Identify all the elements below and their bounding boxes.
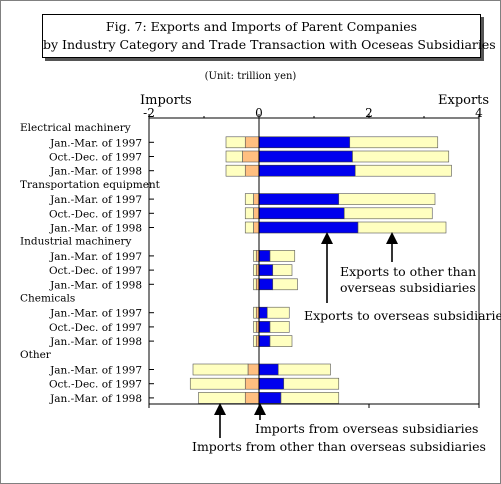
bar-imports-other bbox=[253, 250, 257, 262]
unit-label: (Unit: trillion yen) bbox=[204, 71, 297, 82]
row-label: Jan.-Mar. of 1997 bbox=[49, 251, 142, 263]
annotation-imports-subsidiaries: Imports from overseas subsidiaries bbox=[255, 421, 479, 436]
x-tick-label: 4 bbox=[475, 106, 483, 120]
group-label: Other bbox=[20, 349, 52, 361]
bar-imports-other bbox=[253, 321, 257, 333]
bar-imports-subsidiaries bbox=[242, 150, 260, 163]
bar-imports-subsidiaries bbox=[244, 164, 260, 177]
bar-imports-other bbox=[225, 136, 246, 149]
bar-imports-other bbox=[189, 377, 246, 390]
bar-exports-other bbox=[354, 164, 452, 177]
exports-side-label: Exports bbox=[438, 93, 490, 108]
title-line-1: Fig. 7: Exports and Imports of Parent Co… bbox=[105, 19, 418, 34]
bar-exports-subsidiaries bbox=[258, 207, 345, 220]
bar-exports-other bbox=[352, 150, 450, 163]
bar-imports-subsidiaries bbox=[244, 136, 260, 149]
bar-imports-subsidiaries bbox=[244, 377, 260, 390]
bar-exports-other bbox=[280, 392, 340, 404]
row-label: Oct.-Dec. of 1997 bbox=[49, 265, 142, 277]
arrow-imports-other-head bbox=[214, 403, 226, 415]
bar-imports-other bbox=[253, 278, 257, 291]
bar-exports-subsidiaries bbox=[258, 193, 340, 205]
bar-exports-subsidiaries bbox=[258, 221, 359, 234]
x-tick-label: 0 bbox=[255, 106, 263, 120]
row-label: Jan.-Mar. of 1998 bbox=[49, 393, 142, 405]
row-label: Jan.-Mar. of 1998 bbox=[49, 279, 142, 291]
bar-exports-other bbox=[272, 278, 298, 291]
bar-exports-subsidiaries bbox=[258, 278, 274, 291]
annotation-exports-subsidiaries: Exports to overseas subsidiaries bbox=[304, 308, 501, 323]
bar-exports-other bbox=[357, 221, 447, 234]
bar-imports-other bbox=[253, 306, 257, 319]
bar-imports-other bbox=[253, 335, 257, 347]
group-label: Electrical machinery bbox=[20, 122, 131, 134]
row-label: Jan.-Mar. of 1998 bbox=[49, 166, 142, 178]
group-label: Transportation equipment bbox=[20, 179, 161, 191]
bar-imports-subsidiaries bbox=[253, 193, 260, 205]
annotation-exports-other-line-2: overseas subsidiaries bbox=[340, 280, 476, 295]
bar-exports-subsidiaries bbox=[258, 377, 285, 390]
group-label: Chemicals bbox=[20, 292, 75, 304]
row-label: Jan.-Mar. of 1998 bbox=[49, 223, 142, 235]
title-box: Fig. 7: Exports and Imports of Parent Co… bbox=[42, 14, 496, 58]
bar-exports-subsidiaries bbox=[258, 335, 271, 347]
row-label: Jan.-Mar. of 1997 bbox=[49, 194, 142, 206]
bar-imports-other bbox=[244, 221, 254, 234]
bar-exports-subsidiaries bbox=[258, 392, 282, 404]
bar-exports-other bbox=[269, 250, 296, 262]
bar-imports-other bbox=[192, 363, 249, 376]
imports-side-label: Imports bbox=[140, 93, 192, 108]
bar-exports-other bbox=[338, 193, 436, 205]
bar-exports-subsidiaries bbox=[258, 264, 274, 276]
bar-exports-other bbox=[277, 363, 331, 376]
bar-exports-other bbox=[349, 136, 439, 149]
bar-exports-subsidiaries bbox=[258, 321, 271, 333]
bar-imports-subsidiaries bbox=[247, 363, 260, 376]
arrow-exports-subsidiaries-head bbox=[321, 232, 333, 244]
bar-imports-other bbox=[198, 392, 246, 404]
arrow-exports-other-head bbox=[386, 232, 398, 244]
bar-imports-other bbox=[244, 193, 254, 205]
arrow-imports-subsidiaries-head bbox=[254, 403, 266, 415]
bar-imports-other bbox=[225, 150, 243, 163]
row-label: Jan.-Mar. of 1997 bbox=[49, 308, 142, 320]
bar-exports-subsidiaries bbox=[258, 363, 279, 376]
bar-exports-subsidiaries bbox=[258, 136, 351, 149]
row-label: Oct.-Dec. of 1997 bbox=[49, 322, 142, 334]
row-label: Jan.-Mar. of 1997 bbox=[49, 365, 142, 377]
bar-exports-other bbox=[272, 264, 293, 276]
bar-exports-other bbox=[343, 207, 433, 220]
annotation-imports-other: Imports from other than overseas subsidi… bbox=[192, 439, 486, 454]
x-tick-label: -2 bbox=[143, 106, 155, 120]
x-tick-label: 2 bbox=[365, 106, 373, 120]
group-label: Industrial machinery bbox=[20, 236, 132, 248]
bar-imports-other bbox=[253, 264, 257, 276]
bar-exports-subsidiaries bbox=[258, 250, 271, 262]
annotation-exports-other-line-1: Exports to other than bbox=[340, 264, 477, 279]
bar-exports-other bbox=[266, 306, 290, 319]
bar-exports-other bbox=[269, 335, 293, 347]
title-line-2: by Industry Category and Trade Transacti… bbox=[43, 37, 496, 52]
bar-imports-other bbox=[225, 164, 246, 177]
row-label: Jan.-Mar. of 1998 bbox=[49, 336, 142, 348]
bar-exports-subsidiaries bbox=[258, 306, 268, 319]
row-label: Jan.-Mar. of 1997 bbox=[49, 137, 142, 149]
row-label: Oct.-Dec. of 1997 bbox=[49, 152, 142, 164]
bar-imports-subsidiaries bbox=[253, 221, 260, 234]
row-label: Oct.-Dec. of 1997 bbox=[49, 379, 142, 391]
bar-exports-subsidiaries bbox=[258, 164, 356, 177]
row-label: Oct.-Dec. of 1997 bbox=[49, 208, 142, 220]
bar-imports-subsidiaries bbox=[253, 207, 260, 220]
bar-exports-other bbox=[269, 321, 290, 333]
bar-exports-subsidiaries bbox=[258, 150, 353, 163]
bar-exports-other bbox=[283, 377, 340, 390]
bar-imports-subsidiaries bbox=[244, 392, 260, 404]
bar-imports-other bbox=[244, 207, 254, 220]
